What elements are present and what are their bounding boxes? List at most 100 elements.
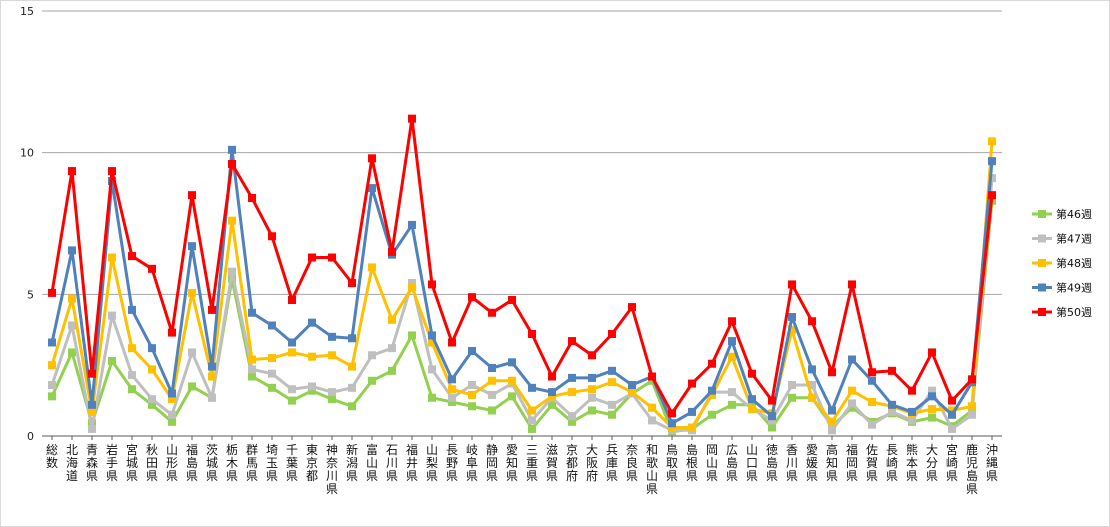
data-point: [288, 385, 296, 394]
data-point: [888, 407, 896, 416]
data-point: [288, 348, 296, 357]
x-tick-label: 岐阜県: [466, 443, 478, 483]
data-point: [448, 398, 456, 406]
data-point: [688, 379, 696, 388]
x-tick-label: 奈良県: [626, 443, 638, 483]
data-point: [328, 253, 336, 262]
data-point: [368, 351, 376, 360]
data-point: [648, 416, 656, 425]
data-point: [248, 355, 256, 364]
x-tick-label: 島根県: [686, 442, 698, 483]
data-point: [268, 232, 276, 241]
legend-item: 第50週: [1032, 305, 1092, 319]
data-point: [568, 417, 576, 426]
data-point: [468, 390, 476, 399]
data-point: [48, 288, 56, 297]
data-point: [88, 407, 96, 416]
x-tick-label: 総数: [46, 443, 58, 470]
data-point: [588, 385, 596, 394]
series-4: [48, 145, 996, 428]
x-tick-label: 山口県: [746, 443, 758, 483]
data-point: [228, 160, 236, 168]
x-tick-label: 宮城県: [126, 442, 138, 483]
data-point: [468, 347, 476, 355]
data-point: [268, 354, 276, 363]
data-point: [368, 376, 376, 385]
data-point: [948, 410, 956, 419]
data-point: [988, 137, 996, 146]
x-tick-label: 宮崎県: [946, 442, 958, 483]
x-tick-label: 大分県: [926, 443, 938, 483]
data-point: [928, 413, 936, 422]
data-point: [128, 344, 136, 353]
data-point: [708, 390, 716, 399]
legend-label: 第47週: [1056, 232, 1092, 246]
x-tick-label: 広島県: [726, 443, 738, 483]
x-tick-label: 鳥取県: [666, 442, 678, 483]
data-point: [168, 328, 176, 337]
data-point: [508, 296, 516, 304]
legend-label: 第48週: [1056, 256, 1092, 270]
data-point: [608, 400, 616, 409]
data-point: [848, 399, 856, 408]
data-point: [368, 263, 376, 272]
data-point: [208, 305, 216, 314]
data-point: [208, 372, 216, 381]
data-point: [668, 419, 676, 428]
data-point: [268, 321, 276, 330]
data-point: [268, 369, 276, 378]
data-point: [908, 407, 916, 416]
y-tick-label: 5: [27, 288, 34, 301]
data-point: [828, 426, 836, 435]
data-point: [348, 279, 356, 287]
data-point: [328, 351, 336, 360]
data-point: [68, 246, 76, 255]
x-axis: 総数北海道青森県岩手県宮城県秋田県山形県福島県茨城県栃木県群馬県埼玉県千葉県東京…: [46, 436, 998, 496]
data-point: [888, 366, 896, 375]
x-tick-label: 富山県: [366, 442, 378, 483]
data-point: [788, 313, 796, 321]
x-tick-label: 福島県: [186, 442, 198, 483]
legend-item: 第47週: [1032, 232, 1092, 246]
data-point: [728, 317, 736, 326]
data-point: [728, 400, 736, 409]
data-point: [148, 400, 156, 409]
data-point: [568, 412, 576, 421]
data-point: [288, 396, 296, 405]
data-point: [88, 400, 96, 409]
legend-swatch-marker: [1038, 308, 1046, 316]
x-tick-label: 神奈川県: [326, 443, 338, 496]
data-point: [948, 396, 956, 405]
series-line: [50, 148, 994, 425]
data-point: [848, 280, 856, 289]
data-point: [968, 410, 976, 419]
x-tick-label: 静岡県: [486, 443, 498, 483]
data-point: [728, 388, 736, 397]
data-point: [968, 375, 976, 384]
data-point: [308, 253, 316, 262]
data-point: [248, 372, 256, 381]
data-point: [848, 355, 856, 364]
data-point: [928, 405, 936, 414]
data-point: [228, 267, 236, 276]
data-point: [468, 293, 476, 302]
data-point: [68, 348, 76, 357]
data-point: [508, 376, 516, 385]
data-point: [208, 393, 216, 402]
x-tick-label: 兵庫県: [606, 443, 618, 483]
x-tick-label: 高知県: [826, 442, 838, 483]
x-tick-label: 秋田県: [146, 443, 158, 483]
data-point: [748, 405, 756, 414]
x-tick-label: 沖縄県: [986, 443, 998, 483]
x-tick-label: 大阪府: [586, 443, 598, 483]
data-point: [688, 423, 696, 432]
data-point: [748, 400, 756, 409]
legend-label: 第46週: [1056, 207, 1092, 221]
data-point: [408, 220, 416, 229]
data-point: [548, 388, 556, 397]
data-point: [808, 393, 816, 402]
data-point: [608, 378, 616, 387]
data-point: [388, 247, 396, 256]
data-point: [108, 356, 116, 365]
data-point: [128, 252, 136, 261]
